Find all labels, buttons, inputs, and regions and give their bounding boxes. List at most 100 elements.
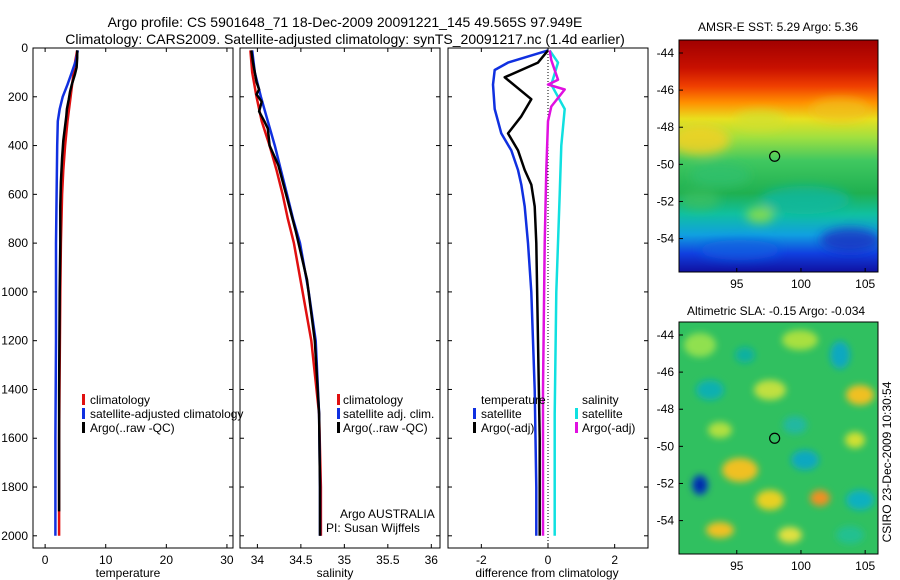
salinity-ticks: 34 34.5 35 35.5 36 — [240, 47, 440, 567]
difference-legend: temperature satellite Argo(-adj) salinit… — [473, 393, 635, 435]
series-line-argo-raw-qc — [250, 50, 322, 536]
temperature-lines — [54, 50, 80, 536]
sst-map-title: AMSR-E SST: 5.29 Argo: 5.36 — [698, 20, 858, 34]
legend-argo: Argo(..raw -QC) — [90, 421, 175, 435]
x-tick-label: 0 — [545, 553, 552, 567]
series-line-temperature-argo-adj — [503, 49, 549, 536]
difference-ticks: -2 0 2 — [448, 47, 648, 567]
y-tick-label: 0 — [21, 41, 28, 55]
salinity-xlabel: salinity — [317, 566, 354, 580]
map-y-tick-label: -52 — [657, 194, 675, 208]
legend-swatch-satellite — [337, 408, 340, 419]
legend-swatch-temp-satellite — [473, 408, 476, 419]
header-line-2: Climatology: CARS2009. Satellite-adjuste… — [65, 31, 625, 47]
map-y-tick-label: -46 — [657, 83, 675, 97]
y-tick-label: 1400 — [1, 382, 28, 396]
legend-swatch-argo — [82, 422, 85, 433]
legend-climatology: climatology — [343, 393, 403, 407]
x-tick-label: 2 — [611, 553, 618, 567]
legend-swatch-temp-argo — [473, 422, 476, 433]
map-x-tick-label: 100 — [791, 559, 811, 573]
x-tick-label: 10 — [99, 553, 113, 567]
series-line-argo-raw-qc — [57, 50, 79, 512]
x-tick-label: -2 — [476, 553, 487, 567]
sst-map-ticks: 95 100 105 -44 -46 -48 -50 -52 -54 — [657, 46, 876, 291]
map-y-tick-label: -52 — [657, 476, 675, 490]
series-line-temperature-satellite — [491, 49, 549, 536]
salinity-legend: climatology satellite adj. clim. Argo(..… — [337, 393, 434, 435]
sst-argo-location-marker — [769, 150, 781, 162]
salinity-axes-box — [239, 47, 441, 549]
map-x-tick-label: 95 — [730, 277, 744, 291]
legend-sal-argo: Argo(-adj) — [582, 421, 635, 435]
map-y-tick-label: -50 — [657, 439, 675, 453]
x-tick-label: 34.5 — [289, 553, 313, 567]
sla-field — [679, 322, 878, 554]
x-tick-label: 30 — [220, 553, 234, 567]
sst-map-panel: AMSR-E SST: 5.29 Argo: 5.36 95 100 105 -44 -… — [657, 20, 879, 291]
difference-lines — [491, 49, 566, 536]
map-x-tick-label: 105 — [855, 277, 875, 291]
difference-xlabel: difference from climatology — [475, 566, 618, 580]
legend-swatch-argo — [337, 422, 340, 433]
y-tick-label: 800 — [8, 236, 28, 250]
legend-swatch-climatology — [337, 394, 340, 405]
legend-argo: Argo(..raw -QC) — [343, 421, 428, 435]
series-line-salinity-satellite — [548, 49, 566, 536]
map-y-tick-label: -46 — [657, 365, 675, 379]
salinity-lines — [249, 50, 323, 536]
sst-field — [679, 40, 878, 272]
x-tick-label: 0 — [42, 553, 49, 567]
difference-panel: -2 0 2 difference from climatology tempera… — [447, 47, 649, 580]
map-x-tick-label: 100 — [791, 277, 811, 291]
map-y-tick-label: -54 — [657, 232, 675, 246]
map-y-tick-label: -54 — [657, 514, 675, 528]
legend-salinity-heading: salinity — [582, 393, 619, 407]
y-tick-label: 400 — [8, 139, 28, 153]
x-tick-label: 35 — [338, 553, 352, 567]
temperature-xlabel: temperature — [96, 566, 161, 580]
credit-timestamp: CSIRO 23-Dec-2009 10:30:54 — [880, 381, 894, 542]
map-y-tick-label: -44 — [657, 46, 675, 60]
sla-argo-location-marker — [769, 432, 781, 444]
map-y-tick-label: -48 — [657, 402, 675, 416]
x-tick-label: 20 — [160, 553, 174, 567]
sla-map-title: Altimetric SLA: -0.15 Argo: -0.034 — [687, 304, 865, 318]
sst-map-frame — [678, 39, 879, 273]
y-tick-label: 1000 — [1, 285, 28, 299]
legend-swatch-sal-argo — [575, 422, 578, 433]
x-tick-label: 34 — [251, 553, 265, 567]
y-tick-label: 1200 — [1, 334, 28, 348]
map-y-tick-label: -50 — [657, 157, 675, 171]
temperature-panel: 0 10 20 30 0 200 400 600 800 1000 1200 1400 1600 1800… — [1, 41, 243, 580]
y-tick-label: 200 — [8, 90, 28, 104]
x-tick-label: 36 — [425, 553, 439, 567]
header-line-1: Argo profile: CS 5901648_71 18-Dec-2009 … — [108, 14, 583, 30]
map-x-tick-label: 95 — [730, 559, 744, 573]
annotation-pi: PI: Susan Wijffels — [326, 521, 420, 535]
series-line-climatology — [57, 50, 79, 536]
legend-temp-argo: Argo(-adj) — [481, 421, 534, 435]
legend-temp-satellite: satellite — [481, 407, 522, 421]
temperature-legend: climatology satellite-adjusted climatolo… — [82, 393, 243, 435]
y-tick-label: 1600 — [1, 431, 28, 445]
legend-satellite: satellite-adjusted climatology — [90, 407, 243, 421]
annotation-argo-country: Argo AUSTRALIA — [340, 507, 435, 521]
temperature-axes-box — [32, 47, 234, 549]
series-line-climatology — [249, 50, 323, 536]
legend-swatch-sal-satellite — [575, 408, 578, 419]
x-tick-label: 35.5 — [376, 553, 400, 567]
map-x-tick-label: 105 — [855, 559, 875, 573]
legend-satellite: satellite adj. clim. — [343, 407, 434, 421]
series-line-salinity-argo-adj — [541, 50, 566, 536]
map-y-tick-label: -48 — [657, 120, 675, 134]
legend-climatology: climatology — [90, 393, 150, 407]
legend-temperature-heading: temperature — [481, 393, 546, 407]
sla-map-frame — [678, 321, 879, 555]
y-tick-label: 1800 — [1, 480, 28, 494]
legend-swatch-satellite — [82, 408, 85, 419]
legend-sal-satellite: satellite — [582, 407, 623, 421]
y-tick-label: 600 — [8, 187, 28, 201]
temperature-ticks: 0 10 20 30 0 200 400 600 800 1000 1200 1400 1600 1800… — [1, 41, 234, 567]
